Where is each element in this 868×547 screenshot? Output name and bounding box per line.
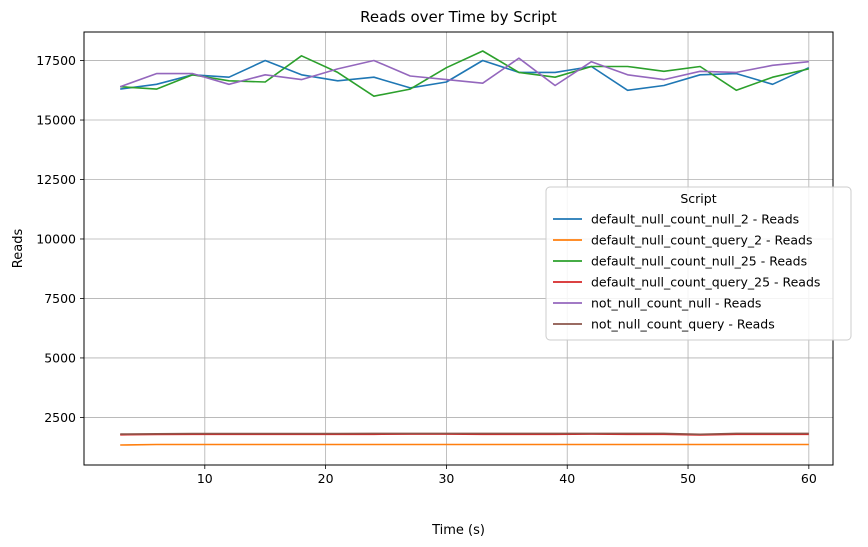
x-tick-label: 40	[559, 471, 575, 486]
legend-title: Script	[680, 191, 716, 206]
series-line-6	[120, 432, 809, 436]
x-tick-label: 10	[197, 471, 213, 486]
series-line-1	[120, 59, 810, 92]
legend: Script default_null_count_null_2 - Reads…	[545, 186, 852, 341]
series-line-3	[120, 50, 809, 97]
legend-entry-label: default_null_count_query_2 - Reads	[591, 233, 812, 248]
x-tick-label: 20	[318, 471, 334, 486]
y-axis-label: Reads	[11, 229, 26, 269]
y-tick-label: 12500	[36, 172, 76, 187]
y-tick-label: 10000	[36, 231, 76, 246]
legend-entry-label: default_null_count_null_2 - Reads	[591, 212, 799, 227]
x-tick-label: 30	[438, 471, 454, 486]
series-line-5	[119, 57, 809, 88]
series-lines	[119, 50, 810, 446]
y-tick-label: 17500	[36, 53, 76, 68]
series-line-2	[120, 443, 809, 446]
legend-box	[545, 186, 852, 341]
x-tick-label: 60	[801, 471, 817, 486]
axis-ticks: 10 20 30 40 50 60 2500 5000 7500 10000 12500 15000 1…	[36, 53, 817, 486]
y-tick-label: 5000	[44, 350, 76, 365]
y-tick-label: 2500	[44, 410, 76, 425]
legend-entry-label: default_null_count_null_25 - Reads	[591, 254, 807, 269]
legend-entry-label: not_null_count_null - Reads	[591, 296, 761, 311]
y-tick-label: 15000	[36, 113, 76, 128]
legend-entry-label: not_null_count_query - Reads	[591, 317, 775, 332]
y-tick-label: 7500	[44, 291, 76, 306]
x-axis-label: Time (s)	[431, 523, 485, 538]
legend-entry-label: default_null_count_query_25 - Reads	[591, 275, 820, 290]
x-tick-label: 50	[680, 471, 696, 486]
chart-title: Reads over Time by Script	[360, 8, 557, 26]
